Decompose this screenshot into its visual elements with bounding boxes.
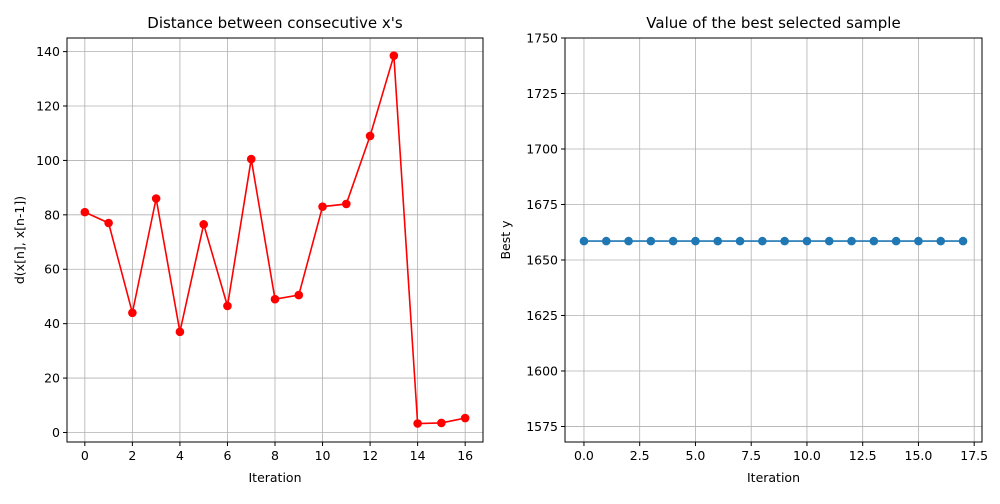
best-sample-chart-data-point [780, 236, 789, 246]
distance-chart-data-point [104, 218, 113, 228]
distance-chart-ytick-label: 120 [36, 99, 60, 114]
best-sample-chart-xtick-label: 15.0 [905, 448, 933, 463]
distance-chart-data-point [389, 51, 399, 60]
distance-chart-data-point [318, 202, 327, 211]
distance-chart-data-point [270, 294, 280, 304]
distance-chart-ytick-label: 20 [44, 371, 60, 386]
best-sample-chart-data-point [802, 236, 812, 246]
best-sample-chart-data-point [758, 236, 767, 246]
distance-chart-ytick-label: 0 [52, 425, 60, 440]
best-sample-chart-data-point [936, 236, 946, 246]
distance-chart-xtick-label: 12 [362, 448, 378, 463]
distance-chart-xlabel: Iteration [248, 470, 301, 485]
best-sample-chart-xlabel: Iteration [747, 470, 800, 485]
distance-chart-ticks: 0 2 4 6 8 10 12 14 16 0 20 40 60 80 100 120 140 [36, 44, 473, 463]
best-sample-chart-data-point [824, 236, 834, 246]
distance-chart-ytick-label: 40 [44, 316, 60, 331]
best-sample-chart-data-point [668, 236, 678, 246]
best-sample-chart-data-point [847, 236, 856, 246]
distance-chart-xtick-label: 14 [410, 448, 426, 463]
best-sample-chart-ytick-label: 1625 [526, 308, 558, 323]
best-sample-chart-data-point [579, 236, 589, 246]
distance-chart-ytick-label: 100 [36, 153, 60, 168]
best-sample-chart-series [579, 236, 968, 246]
distance-chart-ytick-label: 140 [36, 44, 60, 59]
distance-chart-data-point [437, 418, 446, 428]
distance-chart-ylabel: d(x[n], x[n-1]) [12, 196, 27, 284]
distance-chart-data-point [342, 199, 351, 209]
distance-chart-ytick-label: 80 [44, 207, 60, 222]
best-sample-chart-xtick-label: 10.0 [793, 448, 821, 463]
best-sample-chart-data-point [735, 236, 745, 246]
best-sample-chart-data-point [713, 236, 723, 246]
best-sample-chart-ticks: 0.0 2.5 5.0 7.5 10.0 12.5 15.0 17.5 1575 1600 1625… [526, 31, 988, 464]
best-sample-chart-ylabel: Best y [498, 220, 513, 260]
best-sample-chart-xtick-label: 2.5 [630, 448, 650, 463]
distance-chart-data-point [175, 327, 185, 337]
best-sample-chart-data-point [891, 236, 901, 246]
distance-chart-grid [67, 38, 483, 442]
best-sample-chart-xtick-label: 17.5 [960, 448, 988, 463]
distance-chart-data-point [199, 220, 208, 229]
distance-chart-ytick-label: 60 [44, 262, 60, 277]
best-sample-chart-ytick-label: 1650 [526, 252, 558, 267]
best-sample-chart-ytick-label: 1575 [526, 419, 558, 434]
best-sample-chart-data-point [958, 236, 968, 246]
distance-chart: 0 2 4 6 8 10 12 14 16 0 20 40 60 80 100 120 140 Distance… [12, 14, 484, 485]
distance-chart-xtick-label: 16 [457, 448, 473, 463]
distance-chart-xtick-label: 8 [271, 448, 279, 463]
best-sample-chart-title: Value of the best selected sample [646, 14, 900, 32]
distance-chart-data-point [246, 154, 256, 164]
best-sample-chart-ytick-label: 1700 [526, 141, 558, 156]
distance-chart-xtick-label: 10 [315, 448, 331, 463]
best-sample-chart-data-point [646, 236, 656, 246]
distance-chart-data-point [80, 207, 90, 217]
distance-chart-xtick-label: 0 [81, 448, 89, 463]
distance-chart-series [80, 51, 470, 428]
best-sample-chart-data-point [624, 236, 633, 246]
distance-chart-data-point [128, 308, 137, 318]
best-sample-chart-data-point [601, 236, 611, 246]
distance-chart-data-point [294, 290, 304, 300]
best-sample-chart-frame [564, 37, 983, 443]
best-sample-chart-data-point [914, 236, 923, 246]
best-sample-chart: 0.0 2.5 5.0 7.5 10.0 12.5 15.0 17.5 1575 1600 1625… [498, 14, 988, 485]
distance-chart-xtick-label: 4 [176, 448, 184, 463]
best-sample-chart-xtick-label: 0.0 [574, 448, 594, 463]
best-sample-chart-ytick-label: 1600 [526, 363, 558, 378]
distance-chart-xtick-label: 2 [128, 448, 136, 463]
distance-chart-data-point [151, 194, 161, 203]
distance-chart-data-point [460, 413, 470, 423]
distance-chart-data-point [223, 301, 232, 311]
distance-chart-title: Distance between consecutive x's [147, 14, 403, 32]
best-sample-chart-xtick-label: 12.5 [849, 448, 877, 463]
best-sample-chart-ytick-label: 1750 [526, 31, 558, 46]
best-sample-chart-xtick-label: 5.0 [686, 448, 706, 463]
best-sample-chart-data-point [691, 236, 700, 246]
distance-chart-data-point [365, 131, 375, 141]
best-sample-chart-ytick-label: 1725 [526, 86, 558, 101]
best-sample-chart-data-point [869, 236, 879, 246]
distance-chart-data-point [413, 419, 422, 428]
best-sample-chart-xtick-label: 7.5 [741, 448, 761, 463]
best-sample-chart-ytick-label: 1675 [526, 197, 558, 212]
distance-chart-xtick-label: 6 [223, 448, 231, 463]
